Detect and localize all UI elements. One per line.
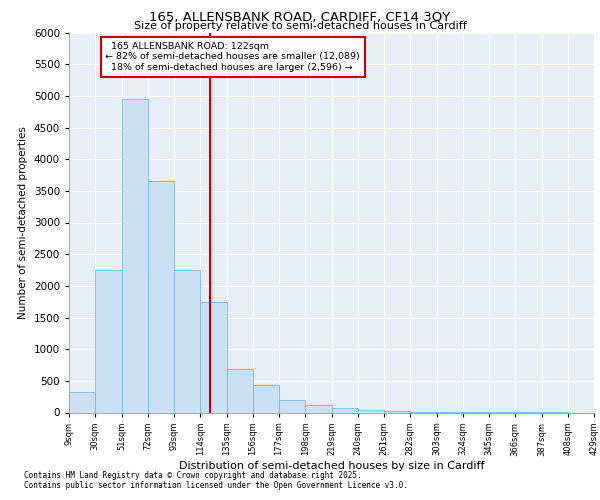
Bar xyxy=(148,182,174,412)
Text: 165 ALLENSBANK ROAD: 122sqm
← 82% of semi-detached houses are smaller (12,089)
 : 165 ALLENSBANK ROAD: 122sqm ← 82% of sem… xyxy=(105,42,360,72)
X-axis label: Distribution of semi-detached houses by size in Cardiff: Distribution of semi-detached houses by … xyxy=(179,461,484,471)
Bar xyxy=(95,270,121,412)
Bar xyxy=(279,400,305,412)
Bar xyxy=(253,386,279,412)
Bar xyxy=(332,408,358,412)
Bar xyxy=(174,270,200,412)
Bar xyxy=(69,392,95,412)
Text: Contains HM Land Registry data © Crown copyright and database right 2025.
Contai: Contains HM Land Registry data © Crown c… xyxy=(24,470,408,490)
Bar xyxy=(122,99,148,412)
Bar xyxy=(358,410,384,412)
Bar xyxy=(227,370,253,412)
Text: Size of property relative to semi-detached houses in Cardiff: Size of property relative to semi-detach… xyxy=(134,21,466,31)
Bar xyxy=(200,302,227,412)
Y-axis label: Number of semi-detached properties: Number of semi-detached properties xyxy=(18,126,28,319)
Bar xyxy=(384,411,410,412)
Text: 165, ALLENSBANK ROAD, CARDIFF, CF14 3QY: 165, ALLENSBANK ROAD, CARDIFF, CF14 3QY xyxy=(149,10,451,23)
Bar xyxy=(305,405,332,412)
